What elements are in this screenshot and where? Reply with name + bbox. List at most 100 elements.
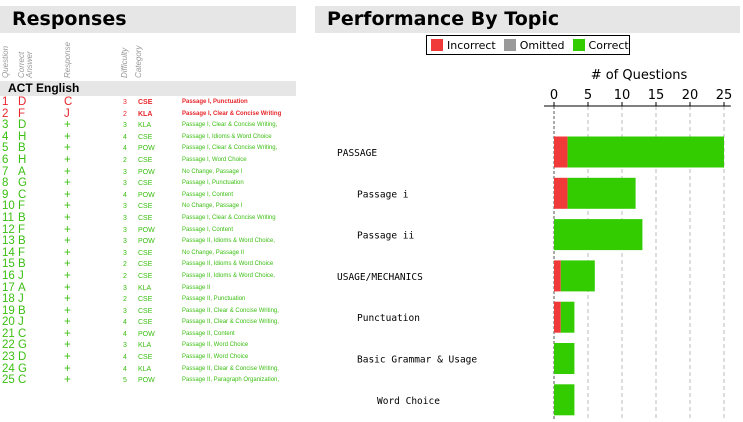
category: KLA [138,365,152,373]
correct-answer: B [18,211,26,224]
difficulty: 3 [123,307,127,315]
response: + [64,177,71,190]
correct-answer: F [18,246,26,259]
correct-answer: F [18,200,26,213]
question-number: 24 [2,362,15,375]
response: + [64,153,71,166]
topic: Passage II, Paragraph Organization, [182,377,280,384]
topic: Passage II, Content [182,330,235,337]
category-label: USAGE/MECHANICS [337,272,423,283]
topic: Passage I, Idioms & Word Choice [182,133,272,140]
table-row: 13 B +3 POW Passage II, Idioms & Word Choice… [0,236,300,248]
topic: Passage II, Idioms & Word Choice, [182,272,275,279]
category: CSE [138,307,153,315]
response: + [64,281,71,294]
category: CSE [138,249,153,257]
topic: Passage I, Clear & Concise Writing, [182,145,278,152]
table-row: 14 F +3 CSE No Change, Passage II [0,246,300,260]
legend-item-incorrect: Incorrect [431,39,496,52]
section-header: ACT English [0,81,296,96]
difficulty: 2 [123,272,127,280]
question-number: 6 [2,153,9,166]
table-row: 19 B +3 CSE Passage II, Clear & Concise Writ… [0,304,300,318]
table-row: 18 J +2 CSE Passage II, Punctuation [0,293,300,306]
legend-item-correct: Correct [572,39,629,52]
difficulty: 2 [123,156,127,164]
question-number: 17 [2,281,15,294]
category: KLA [138,342,152,350]
column-header-correct-answer: Correct Answer [17,51,34,78]
difficulty: 3 [123,180,127,188]
question-number: 25 [2,374,15,387]
topic: Passage I, Clear & Concise Writing, [182,122,278,129]
table-row: 5 B +4 POW Passage I, Clear & Concise Writin… [0,143,300,155]
response: J [64,107,70,120]
topic: Passage II, Clear & Concise Writing, [182,319,279,326]
question-number: 10 [2,200,15,213]
table-row: 1 D C 3 CSE Passage I, Punctuation [0,96,300,109]
topic: Passage I, Punctuation [182,180,244,187]
question-number: 8 [2,177,9,190]
response: + [64,316,71,329]
correct-answer: G [18,339,27,352]
x-tick-label: 20 [682,88,699,103]
correct-answer: B [18,142,26,155]
table-row: 24 G +4 KLA Passage II, Clear & Concise Writ… [0,362,300,376]
performance-title: Performance By Topic [315,6,740,33]
category: KLA [138,122,152,130]
bar-correct [567,177,636,209]
question-number: 23 [2,351,15,364]
category: KLA [138,284,152,292]
difficulty: 2 [123,110,127,118]
correct-answer: B [18,258,26,271]
response: + [64,362,71,375]
topic: Passage II, Idioms & Word Choice [182,261,274,268]
table-row: 12 F +3 POW Passage I, Content [0,224,300,237]
correct-answer: B [18,304,26,317]
category: CSE [138,99,153,106]
difficulty: 3 [123,342,127,350]
category: CSE [138,203,153,211]
x-tick-label: 10 [614,88,631,103]
table-row: 25 C +5 POW Passage II, Paragraph Organizati… [0,375,300,387]
difficulty: 3 [123,238,127,246]
response: + [64,258,71,271]
legend-label: Incorrect [447,38,496,52]
bar-correct [554,343,575,374]
category: CSE [138,214,153,222]
question-number: 20 [2,316,15,329]
question-number: 4 [2,130,9,143]
difficulty: 4 [123,354,127,362]
topic: Passage II [182,284,211,291]
response: + [64,374,71,387]
bar-correct [554,384,575,416]
response: + [64,327,71,340]
table-row: 23 D +4 CSE Passage II, Word Choice [0,351,300,364]
category: CSE [138,180,153,188]
topic: Passage I, Word Choice [182,156,247,163]
topic: Passage II, Clear & Concise Writing, [182,307,279,314]
topic: Passage II, Clear & Concise Writing, [182,365,279,372]
topic: No Change, Passage II [182,249,245,256]
category: POW [138,330,155,338]
topic: Passage II, Word Choice [182,342,249,349]
chart-legend: Incorrect Omitted Correct [426,35,630,55]
response: + [64,119,71,132]
question-number: 15 [2,258,15,271]
topic: Passage I, Punctuation [182,99,248,105]
bar-correct [554,219,643,251]
legend-swatch [503,39,516,51]
difficulty: 3 [123,122,127,130]
topic: No Change, Passage I [182,203,243,210]
category: POW [138,226,155,234]
table-row: 9 C +4 POW Passage I, Content [0,189,300,202]
correct-answer: C [18,374,27,387]
question-number: 16 [2,269,15,282]
difficulty: 4 [123,365,127,373]
topic: Passage II, Punctuation [182,296,246,303]
bar-incorrect [554,177,568,209]
bar-incorrect [554,136,568,168]
difficulty: 2 [123,261,127,269]
table-row: 20 J +4 CSE Passage II, Clear & Concise Writ… [0,317,300,329]
question-number: 22 [2,339,15,352]
